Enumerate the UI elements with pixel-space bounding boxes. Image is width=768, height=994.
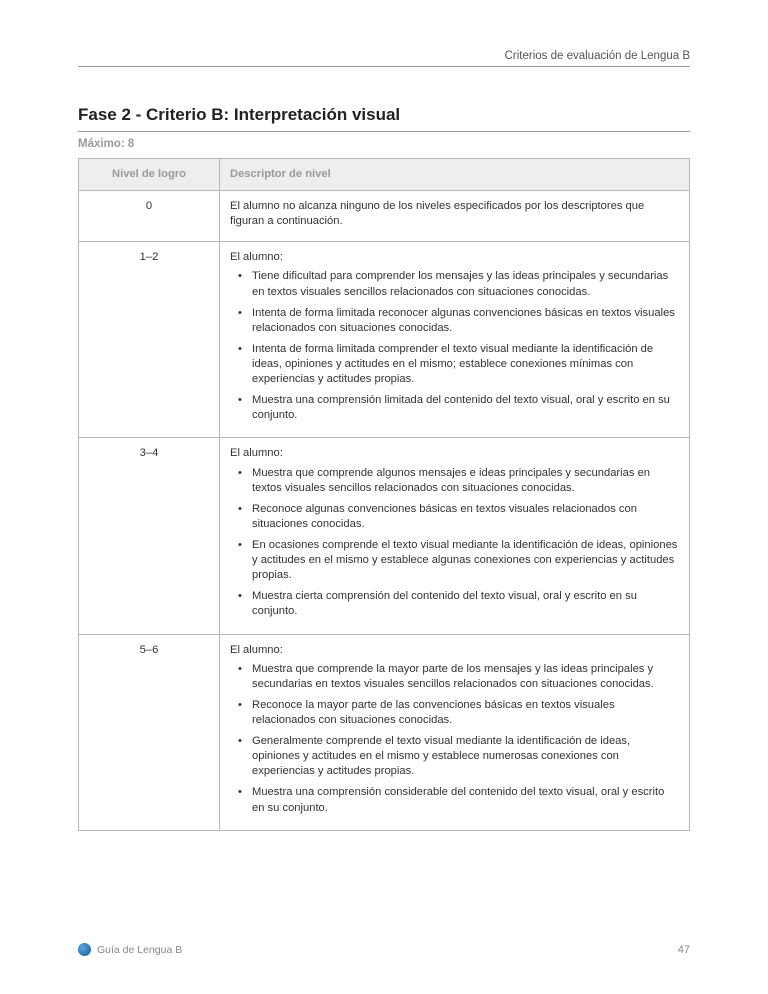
ib-logo-icon	[78, 943, 91, 956]
level-cell: 0	[79, 191, 220, 242]
running-header: Criterios de evaluación de Lengua B	[78, 50, 690, 67]
bullet-item: Muestra cierta comprensión del contenido…	[230, 589, 679, 619]
level-cell: 5–6	[79, 634, 220, 830]
rubric-body: 0 El alumno no alcanza ninguno de los niv…	[79, 191, 690, 831]
section-title: Criterios de evaluación de Lengua B	[505, 50, 690, 62]
bullet-item: Generalmente comprende el texto visual m…	[230, 734, 679, 779]
descriptor-cell: El alumno no alcanza ninguno de los nive…	[220, 191, 690, 242]
bullet-item: Muestra una comprensión considerable del…	[230, 785, 679, 815]
bullet-item: En ocasiones comprende el texto visual m…	[230, 538, 679, 583]
descriptor-intro: El alumno:	[230, 250, 679, 265]
descriptor-cell: El alumno: Muestra que comprende la mayor…	[220, 634, 690, 830]
descriptor-cell: El alumno: Tiene dificultad para comprend…	[220, 242, 690, 438]
table-row: 1–2 El alumno: Tiene dificultad para compr…	[79, 242, 690, 438]
col-header-level: Nivel de logro	[79, 159, 220, 191]
bullet-item: Muestra que comprende algunos mensajes e…	[230, 466, 679, 496]
descriptor-intro: El alumno:	[230, 446, 679, 461]
bullet-item: Muestra que comprende la mayor parte de …	[230, 662, 679, 692]
descriptor-bullets: Tiene dificultad para comprender los men…	[230, 269, 679, 423]
descriptor-intro: El alumno no alcanza ninguno de los nive…	[230, 199, 679, 229]
descriptor-bullets: Muestra que comprende algunos mensajes e…	[230, 466, 679, 620]
bullet-item: Reconoce la mayor parte de las convencio…	[230, 698, 679, 728]
level-cell: 1–2	[79, 242, 220, 438]
table-row: 0 El alumno no alcanza ninguno de los niv…	[79, 191, 690, 242]
max-score: Máximo: 8	[78, 138, 690, 150]
descriptor-cell: El alumno: Muestra que comprende algunos …	[220, 438, 690, 634]
page-title: Fase 2 - Criterio B: Interpretación visu…	[78, 105, 690, 132]
bullet-item: Intenta de forma limitada comprender el …	[230, 342, 679, 387]
descriptor-bullets: Muestra que comprende la mayor parte de …	[230, 662, 679, 816]
document-page: Criterios de evaluación de Lengua B Fase…	[0, 0, 768, 994]
page-footer: Guía de Lengua B 47	[78, 943, 690, 956]
bullet-item: Tiene dificultad para comprender los men…	[230, 269, 679, 299]
table-row: 3–4 El alumno: Muestra que comprende algun…	[79, 438, 690, 634]
level-cell: 3–4	[79, 438, 220, 634]
bullet-item: Intenta de forma limitada reconocer algu…	[230, 306, 679, 336]
guide-name: Guía de Lengua B	[97, 944, 182, 956]
page-number: 47	[678, 944, 690, 956]
table-header-row: Nivel de logro Descriptor de nivel	[79, 159, 690, 191]
rubric-table: Nivel de logro Descriptor de nivel 0El a…	[78, 158, 690, 831]
descriptor-intro: El alumno:	[230, 643, 679, 658]
bullet-item: Reconoce algunas convenciones básicas en…	[230, 502, 679, 532]
bullet-item: Muestra una comprensión limitada del con…	[230, 393, 679, 423]
footer-left: Guía de Lengua B	[78, 943, 182, 956]
table-row: 5–6 El alumno: Muestra que comprende la ma…	[79, 634, 690, 830]
col-header-descriptor: Descriptor de nivel	[220, 159, 690, 191]
